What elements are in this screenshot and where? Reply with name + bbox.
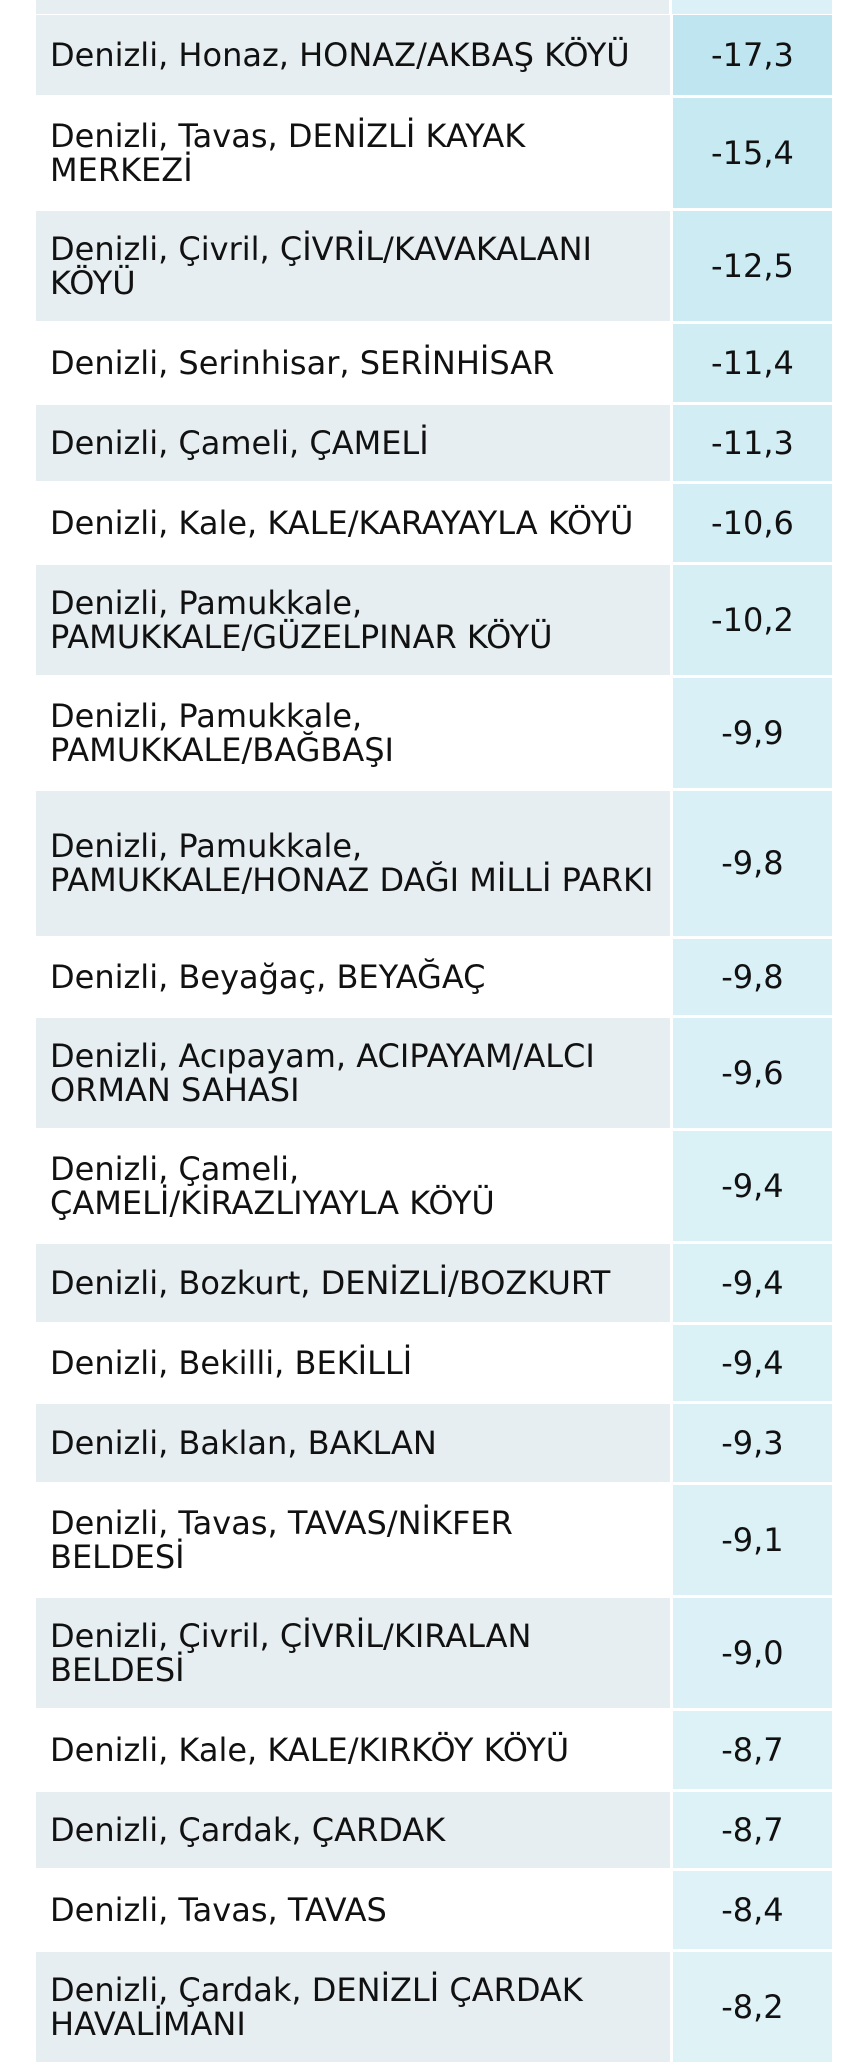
temperature-value-cell: -10,2 [671,563,832,678]
station-name-cell: Denizli, Serinhisar, SERİNHİSAR [36,322,673,405]
temperature-value-cell: -8,7 [671,1790,832,1871]
station-name-cell: Denizli, Acıpayam, ACIPAYAM/ALCI ORMAN S… [36,1016,673,1131]
station-name-cell: Denizli, Çivril, ÇİVRİL/KAVAKALANI KÖYÜ [36,209,673,324]
table-row: Denizli, Serinhisar, SERİNHİSAR -11,4 [36,322,832,405]
table-row: Denizli, Bozkurt, DENİZLİ/BOZKURT -9,4 [36,1242,832,1325]
temperature-value-cell: -9,1 [671,1483,832,1598]
station-name-cell: Denizli, Tavas, TAVAS [36,1869,673,1952]
station-name-cell: Denizli, Honaz, HONAZ/AKBAŞ KÖYÜ [36,15,673,98]
previous-row-value-cell [672,0,832,14]
station-name-cell: Denizli, Kale, KALE/KARAYAYLA KÖYÜ [36,482,673,565]
temperature-value-cell: -11,4 [671,322,832,405]
table-row: Denizli, Çivril, ÇİVRİL/KIRALAN BELDESİ -… [36,1596,832,1711]
table-row: Denizli, Çardak, DENİZLİ ÇARDAK HAVALİMA… [36,1950,832,2065]
table-row: Denizli, Kale, KALE/KARAYAYLA KÖYÜ -10,6 [36,482,832,565]
station-name-cell: Denizli, Bekilli, BEKİLLİ [36,1323,673,1404]
temperature-value-cell: -9,9 [671,676,832,791]
table-row: Denizli, Baklan, BAKLAN -9,3 [36,1402,832,1485]
temperature-value-cell: -10,6 [671,482,832,565]
station-name-cell: Denizli, Beyağaç, BEYAĞAÇ [36,937,673,1018]
table-row: Denizli, Kale, KALE/KIRKÖY KÖYÜ -8,7 [36,1709,832,1792]
station-name-cell: Denizli, Baklan, BAKLAN [36,1402,673,1485]
temperature-value-cell: -9,8 [671,937,832,1018]
station-name-cell: Denizli, Pamukkale, PAMUKKALE/HONAZ DAĞI… [36,789,673,939]
station-name-cell: Denizli, Pamukkale, PAMUKKALE/GÜZELPINAR… [36,563,673,678]
table-row: Denizli, Acıpayam, ACIPAYAM/ALCI ORMAN S… [36,1016,832,1131]
temperature-value-cell: -9,4 [671,1129,832,1244]
temperature-value-cell: -17,3 [671,15,832,98]
table-row: Denizli, Pamukkale, PAMUKKALE/GÜZELPINAR… [36,563,832,678]
table-row: Denizli, Tavas, DENİZLİ KAYAK MERKEZİ -15… [36,96,832,211]
temperature-value-cell: -9,6 [671,1016,832,1131]
table-row: Denizli, Tavas, TAVAS -8,4 [36,1869,832,1952]
temperature-value-cell: -11,3 [671,403,832,484]
table-row: Denizli, Tavas, TAVAS/NİKFER BELDESİ -9,1 [36,1483,832,1598]
temperature-value-cell: -8,2 [671,1950,832,2065]
table-row: Denizli, Bekilli, BEKİLLİ -9,4 [36,1323,832,1404]
table-row: Denizli, Çivril, ÇİVRİL/KAVAKALANI KÖYÜ -… [36,209,832,324]
station-name-cell: Denizli, Çameli, ÇAMELİ/KİRAZLIYAYLA KÖY… [36,1129,673,1244]
station-name-cell: Denizli, Çameli, ÇAMELİ [36,403,673,484]
station-name-cell: Denizli, Çardak, ÇARDAK [36,1790,673,1871]
station-name-cell: Denizli, Çardak, DENİZLİ ÇARDAK HAVALİMA… [36,1950,673,2065]
table-row: Denizli, Beyağaç, BEYAĞAÇ -9,8 [36,937,832,1018]
temperature-table: Denizli, Honaz, HONAZ/AKBAŞ KÖYÜ -17,3 Den… [36,15,832,2065]
station-name-cell: Denizli, Bozkurt, DENİZLİ/BOZKURT [36,1242,673,1325]
temperature-value-cell: -8,7 [671,1709,832,1792]
station-name-cell: Denizli, Kale, KALE/KIRKÖY KÖYÜ [36,1709,673,1792]
temperature-value-cell: -8,4 [671,1869,832,1952]
station-name-cell: Denizli, Çivril, ÇİVRİL/KIRALAN BELDESİ [36,1596,673,1711]
previous-row-fragment [36,0,832,14]
temperature-value-cell: -9,4 [671,1323,832,1404]
table-row: Denizli, Çardak, ÇARDAK -8,7 [36,1790,832,1871]
temperature-value-cell: -9,4 [671,1242,832,1325]
temperature-value-cell: -9,0 [671,1596,832,1711]
temperature-value-cell: -12,5 [671,209,832,324]
temperature-value-cell: -15,4 [671,96,832,211]
table-row: Denizli, Çameli, ÇAMELİ -11,3 [36,403,832,484]
table-row: Denizli, Pamukkale, PAMUKKALE/BAĞBAŞI -9,… [36,676,832,791]
station-name-cell: Denizli, Pamukkale, PAMUKKALE/BAĞBAŞI [36,676,673,791]
temperature-value-cell: -9,3 [671,1402,832,1485]
table-row: Denizli, Pamukkale, PAMUKKALE/HONAZ DAĞI… [36,789,832,939]
previous-row-name-cell [36,0,669,14]
station-name-cell: Denizli, Tavas, TAVAS/NİKFER BELDESİ [36,1483,673,1598]
temperature-table-body: Denizli, Honaz, HONAZ/AKBAŞ KÖYÜ -17,3 Den… [36,15,832,2065]
temperature-value-cell: -9,8 [671,789,832,939]
station-name-cell: Denizli, Tavas, DENİZLİ KAYAK MERKEZİ [36,96,673,211]
table-row: Denizli, Çameli, ÇAMELİ/KİRAZLIYAYLA KÖY… [36,1129,832,1244]
table-row: Denizli, Honaz, HONAZ/AKBAŞ KÖYÜ -17,3 [36,15,832,98]
